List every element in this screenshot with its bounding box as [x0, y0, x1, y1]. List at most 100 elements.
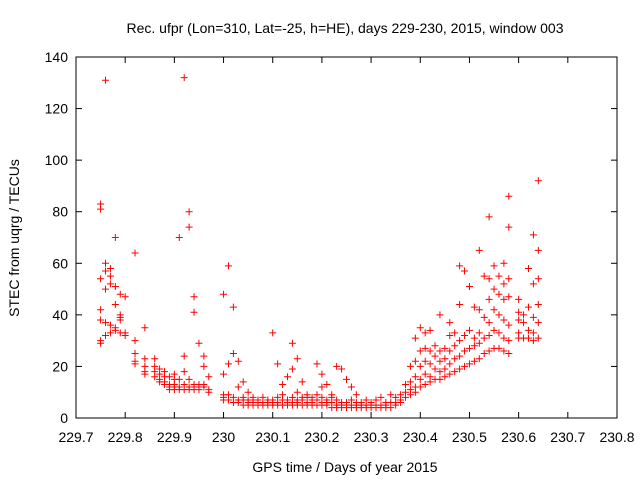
data-point	[534, 275, 542, 283]
data-point	[446, 319, 454, 327]
data-point	[239, 378, 247, 386]
data-point	[456, 352, 464, 360]
data-point	[106, 272, 114, 280]
data-point	[485, 347, 493, 355]
data-point	[495, 329, 503, 337]
data-point	[426, 347, 434, 355]
data-point	[500, 280, 508, 288]
data-point	[131, 360, 139, 368]
data-point	[402, 380, 410, 388]
data-point	[524, 264, 532, 272]
data-point	[446, 331, 454, 339]
data-point	[520, 311, 528, 319]
data-point	[234, 383, 242, 391]
data-point	[480, 334, 488, 342]
data-point	[426, 378, 434, 386]
data-point	[411, 388, 419, 396]
data-point	[318, 383, 326, 391]
data-point	[436, 368, 444, 376]
data-point	[200, 383, 208, 391]
data-point	[352, 391, 360, 399]
data-point	[505, 350, 513, 358]
data-point	[490, 306, 498, 314]
data-point	[106, 321, 114, 329]
data-point	[446, 360, 454, 368]
x-tick-label: 230.6	[501, 429, 536, 445]
data-point	[490, 262, 498, 270]
data-point	[406, 391, 414, 399]
data-point	[524, 303, 532, 311]
data-point	[121, 293, 129, 301]
x-tick-label: 230.2	[304, 429, 339, 445]
data-point	[131, 350, 139, 358]
data-point	[180, 74, 188, 82]
data-point	[397, 399, 405, 407]
data-point	[500, 334, 508, 342]
data-point	[175, 234, 183, 241]
data-point	[475, 339, 483, 347]
data-point	[529, 280, 537, 288]
data-point	[229, 303, 237, 311]
data-point	[524, 334, 532, 342]
data-point	[116, 316, 124, 324]
data-point	[220, 370, 228, 378]
data-point	[505, 223, 513, 231]
data-point	[274, 360, 282, 368]
data-point	[131, 249, 139, 257]
data-point	[485, 319, 493, 327]
data-point	[451, 329, 459, 337]
data-point	[495, 290, 503, 298]
data-point	[195, 386, 203, 394]
data-point	[485, 275, 493, 283]
x-tick-label: 230.5	[452, 429, 487, 445]
y-tick-label: 80	[52, 204, 68, 220]
data-point	[470, 334, 478, 342]
data-point	[333, 362, 341, 370]
plot-frame	[75, 56, 618, 419]
x-tick-label: 230	[212, 429, 236, 445]
data-point	[224, 396, 232, 404]
data-point	[500, 295, 508, 303]
data-point	[475, 355, 483, 363]
data-point	[416, 324, 424, 332]
data-point	[529, 337, 537, 345]
data-point	[343, 375, 350, 383]
data-point	[431, 365, 439, 373]
data-point	[456, 301, 464, 309]
data-point	[229, 350, 237, 358]
ticks: 229.7 229.8 229.9 230 230.1 230.2 230.3 230.4 23…	[45, 49, 635, 445]
data-point	[411, 357, 419, 365]
chart-title: Rec. ufpr (Lon=310, Lat=-25, h=HE), days…	[126, 20, 563, 36]
x-tick-label: 229.9	[157, 429, 192, 445]
data-point	[461, 267, 469, 275]
data-point	[485, 213, 493, 221]
data-point	[451, 368, 459, 376]
data-point	[495, 344, 503, 352]
data-point	[421, 370, 429, 378]
data-point	[529, 231, 537, 239]
data-point	[470, 342, 478, 350]
data-point	[377, 393, 385, 401]
data-point	[456, 262, 464, 270]
data-point	[534, 246, 542, 254]
data-point	[421, 329, 429, 337]
data-point	[151, 373, 159, 381]
data-point	[288, 365, 296, 373]
data-point	[520, 319, 528, 327]
data-point	[185, 375, 193, 383]
data-point	[347, 383, 355, 391]
data-point	[106, 280, 114, 288]
data-point	[97, 339, 105, 347]
data-point	[475, 306, 483, 314]
data-point	[387, 391, 395, 399]
data-point	[175, 375, 183, 383]
data-point	[298, 378, 306, 386]
data-point	[515, 308, 523, 316]
data-point	[436, 375, 444, 383]
data-point	[279, 380, 287, 388]
data-point	[97, 306, 105, 314]
data-point	[200, 352, 208, 360]
data-point	[529, 313, 537, 321]
data-point	[190, 293, 198, 301]
